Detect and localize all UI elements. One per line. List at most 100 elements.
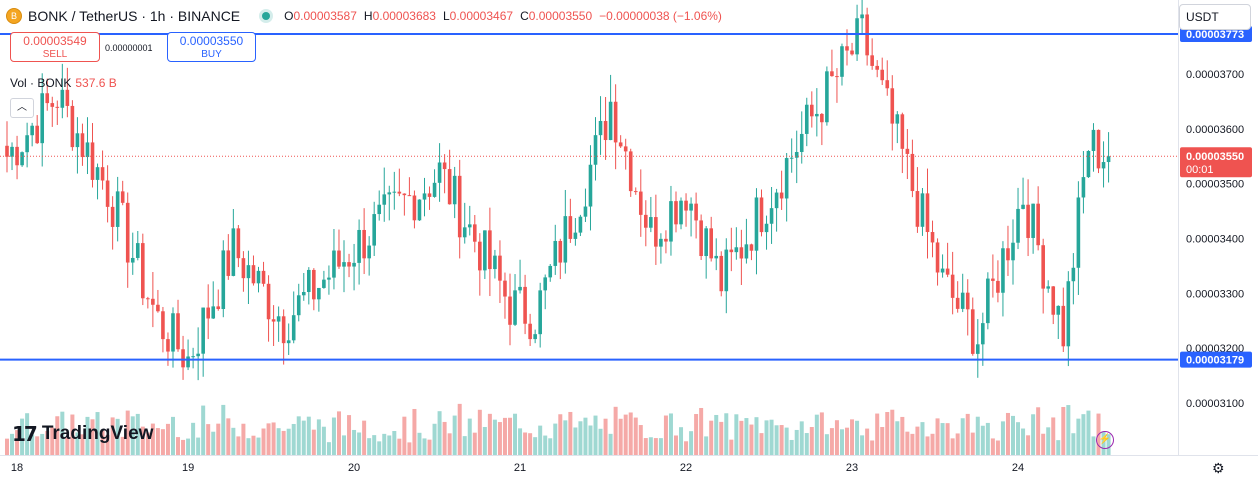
volume-bar — [905, 431, 910, 455]
candle-body — [256, 270, 261, 284]
candle-body — [1056, 305, 1061, 315]
sell-button[interactable]: 0.00003549 SELL — [10, 32, 100, 62]
candle-body — [1016, 208, 1020, 243]
candle-body — [583, 206, 588, 217]
candle-body — [166, 339, 170, 352]
candle-body — [1011, 242, 1015, 261]
candle-body — [960, 292, 965, 309]
candle-body — [920, 193, 925, 227]
candle-body — [669, 201, 673, 242]
currency-selector[interactable]: USDT — [1179, 4, 1251, 30]
market-status-icon[interactable] — [262, 12, 271, 20]
candle-body — [759, 197, 764, 233]
candle-body — [246, 265, 251, 279]
buy-button[interactable]: 0.00003550 BUY — [167, 32, 256, 62]
candle-body — [905, 148, 910, 154]
volume-bar — [759, 433, 764, 455]
volume-bar — [744, 418, 749, 455]
volume-bar — [372, 435, 377, 455]
volume-bar — [492, 419, 497, 455]
candle-body — [518, 286, 522, 291]
candle-body — [573, 232, 578, 239]
volume-bar — [181, 439, 186, 455]
candle-body — [684, 200, 688, 211]
volume-bar — [75, 432, 80, 455]
volume-bars — [5, 403, 1111, 455]
volume-bar — [70, 414, 75, 455]
last-price-label-bg — [1180, 147, 1252, 178]
candle-body — [10, 146, 14, 157]
candle-body — [528, 323, 532, 340]
chart-header: B BONK / TetherUS · 1h · BINANCE O0.0000… — [6, 6, 722, 26]
volume-bar — [518, 428, 523, 455]
volume-bar — [135, 413, 140, 455]
candle-body — [377, 204, 382, 215]
volume-legend[interactable]: Vol · BONK 537.6 B — [10, 76, 117, 90]
candle-body — [644, 214, 648, 228]
volume-bar — [870, 440, 875, 455]
volume-bar — [583, 417, 588, 455]
candle-body — [60, 89, 65, 108]
volume-bar — [875, 413, 880, 455]
volume-bar — [960, 418, 965, 455]
volume-bar — [462, 436, 467, 455]
candle-body — [981, 323, 985, 345]
candle-body — [789, 157, 794, 159]
collapse-chevron-icon[interactable]: ︿ — [10, 98, 34, 118]
candle-body — [699, 220, 703, 257]
candle-body — [1031, 203, 1035, 238]
candle-body — [5, 145, 9, 157]
candle-body — [45, 93, 50, 104]
candle-body — [568, 216, 573, 239]
symbol-title[interactable]: BONK / TetherUS · 1h · BINANCE — [28, 8, 241, 24]
volume-bar — [714, 414, 719, 455]
candle-countdown: 00:01 — [1186, 164, 1214, 176]
time-tick-label: 23 — [846, 462, 858, 474]
candle-body — [462, 227, 467, 238]
volume-bar — [251, 435, 256, 455]
volume-bar — [160, 429, 165, 455]
tradingview-logo[interactable]: 17 TradingView — [12, 420, 153, 448]
candle-body — [895, 114, 900, 124]
candle-body — [835, 76, 839, 78]
candle-body — [488, 230, 492, 270]
candle-body — [332, 250, 336, 278]
volume-bar — [799, 421, 804, 455]
volume-bar — [50, 427, 55, 455]
candle-body — [452, 175, 457, 205]
candle-body — [171, 313, 175, 352]
candle-body — [754, 197, 759, 251]
candle-body — [498, 255, 502, 281]
price-axis[interactable]: 0.000038000.000037000.000036000.00003500… — [1186, 14, 1244, 410]
candle-body — [744, 244, 749, 259]
volume-bar — [588, 425, 593, 455]
volume-bar — [301, 420, 306, 455]
time-axis[interactable]: 18 19 20 21 22 23 24 — [11, 462, 1024, 474]
volume-bar — [618, 418, 623, 455]
lightning-icon[interactable]: ⚡ — [1096, 431, 1114, 449]
volume-bar — [880, 427, 885, 455]
candle-body — [880, 69, 885, 81]
volume-bar — [608, 433, 613, 455]
volume-bar — [1005, 412, 1010, 455]
price-tick-label: 0.00003500 — [1186, 179, 1244, 191]
volume-bar — [1011, 415, 1015, 455]
candle-body — [649, 217, 653, 228]
ohlc-close: C0.00003550 — [520, 9, 593, 23]
volume-bar — [895, 421, 900, 455]
volume-bar — [30, 434, 35, 455]
volume-bar — [291, 423, 296, 455]
gear-icon[interactable]: ⚙ — [1212, 460, 1225, 476]
volume-bar — [80, 434, 85, 455]
volume-bar — [231, 427, 236, 455]
hline-price-label: 0.00003773 — [1186, 29, 1244, 41]
candle-body — [810, 104, 814, 117]
volume-bar — [336, 411, 341, 455]
last-price-label: 0.00003550 — [1186, 151, 1244, 163]
volume-bar — [658, 438, 663, 455]
volume-bar — [110, 417, 115, 455]
time-tick-label: 22 — [680, 462, 692, 474]
candle-body — [362, 229, 366, 259]
ohlc-high: H0.00003683 — [363, 9, 436, 23]
